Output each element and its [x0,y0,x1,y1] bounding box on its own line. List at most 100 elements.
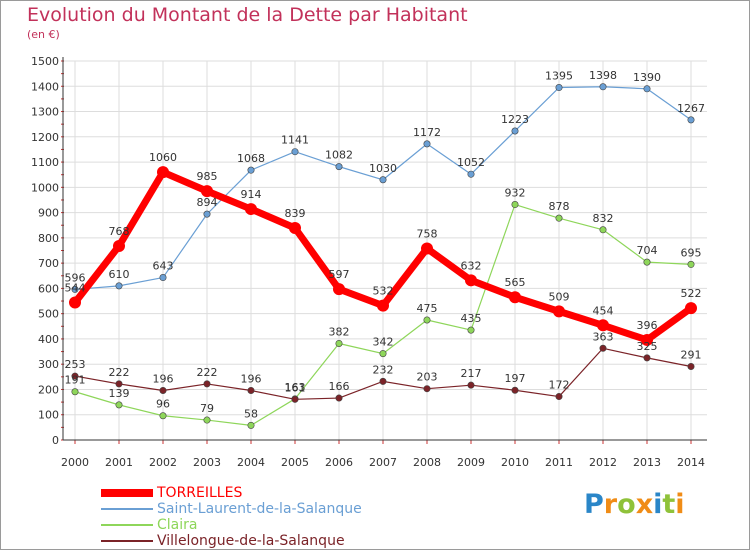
data-label: 342 [373,336,394,349]
data-point [467,326,475,334]
logo-letter: x [635,489,654,520]
data-point [115,380,123,388]
data-label: 203 [417,371,438,384]
data-point [379,377,387,385]
data-point [201,185,213,198]
data-label: 1390 [633,71,661,84]
data-label: 217 [461,367,482,380]
data-point [423,385,431,393]
data-label: 1030 [369,162,397,175]
y-tick-label: 800 [38,232,59,245]
data-point [687,116,695,124]
y-tick-label: 100 [38,409,59,422]
data-point [291,148,299,156]
data-point [555,84,563,92]
data-label: 1060 [149,151,177,164]
y-tick-label: 1500 [31,55,59,68]
legend-swatch [101,540,153,542]
data-label: 222 [109,366,130,379]
series-layer [69,83,697,429]
data-label: 222 [197,366,218,379]
logo-letter: P [584,489,604,520]
data-point [553,305,565,318]
data-label: 196 [153,372,174,385]
y-tick-label: 1200 [31,131,59,144]
data-point [159,274,167,282]
y-tick-label: 1400 [31,80,59,93]
data-point [203,416,211,424]
data-label: 161 [285,381,306,394]
data-point [643,258,651,266]
legend-swatch [101,489,153,497]
data-point [115,401,123,409]
x-tick-label: 2013 [633,456,661,469]
data-label: 232 [373,363,394,376]
data-point [247,166,255,174]
logo-letter: t [662,489,676,520]
data-label: 544 [65,282,86,295]
data-label: 435 [461,312,482,325]
data-point [113,239,125,252]
label-layer: 596 610 643 894 1068 1141 1082 1030 1172 1052 1223… [65,69,706,421]
data-point [335,394,343,402]
data-label: 196 [241,372,262,385]
data-point [291,395,299,403]
data-label: 1172 [413,126,441,139]
y-tick-label: 700 [38,257,59,270]
axis-layer: 0 100 200 300 400 500 600 700 800 900 1000 1100 1200… [31,55,707,469]
data-label: 325 [637,340,658,353]
x-tick-label: 2006 [325,456,353,469]
data-label: 1082 [325,149,353,162]
legend-swatch [101,508,153,510]
data-label: 139 [109,387,130,400]
y-tick-label: 300 [38,358,59,371]
data-point [467,381,475,389]
data-point [643,85,651,93]
y-tick-label: 0 [52,434,59,447]
data-point [333,283,345,296]
data-label: 475 [417,302,438,315]
data-label: 253 [65,358,86,371]
chart-title: Evolution du Montant de la Dette par Hab… [27,4,468,26]
logo-letter: i [653,489,663,520]
data-label: 197 [505,372,526,385]
x-tick-label: 2003 [193,456,221,469]
data-point [421,242,433,255]
data-label: 1068 [237,152,265,165]
data-point [69,296,81,309]
data-point [511,386,519,394]
data-point [377,299,389,312]
data-label: 191 [65,374,86,387]
data-label: 878 [549,200,570,213]
data-point [641,333,653,346]
data-point [157,166,169,179]
data-point [159,386,167,394]
data-point [509,291,521,304]
x-tick-label: 2014 [677,456,705,469]
legend-label: Saint-Laurent-de-la-Salanque [157,501,362,517]
data-label: 363 [593,330,614,343]
x-tick-label: 2010 [501,456,529,469]
x-tick-label: 2007 [369,456,397,469]
data-point [599,344,607,352]
data-point [71,388,79,396]
data-label: 768 [109,225,130,238]
data-label: 1141 [281,134,309,147]
data-label: 79 [200,402,214,415]
data-point [687,260,695,268]
data-point [159,412,167,420]
data-label: 565 [505,276,526,289]
data-label: 1398 [589,69,617,82]
x-tick-label: 2004 [237,456,265,469]
data-point [555,214,563,222]
data-point [289,222,301,235]
data-point [511,201,519,209]
data-label: 985 [197,170,218,183]
x-tick-label: 2001 [105,456,133,469]
y-tick-label: 900 [38,207,59,220]
data-label: 597 [329,268,350,281]
data-point [465,274,477,287]
data-label: 610 [109,268,130,281]
y-tick-label: 1000 [31,181,59,194]
y-tick-label: 1300 [31,106,59,119]
